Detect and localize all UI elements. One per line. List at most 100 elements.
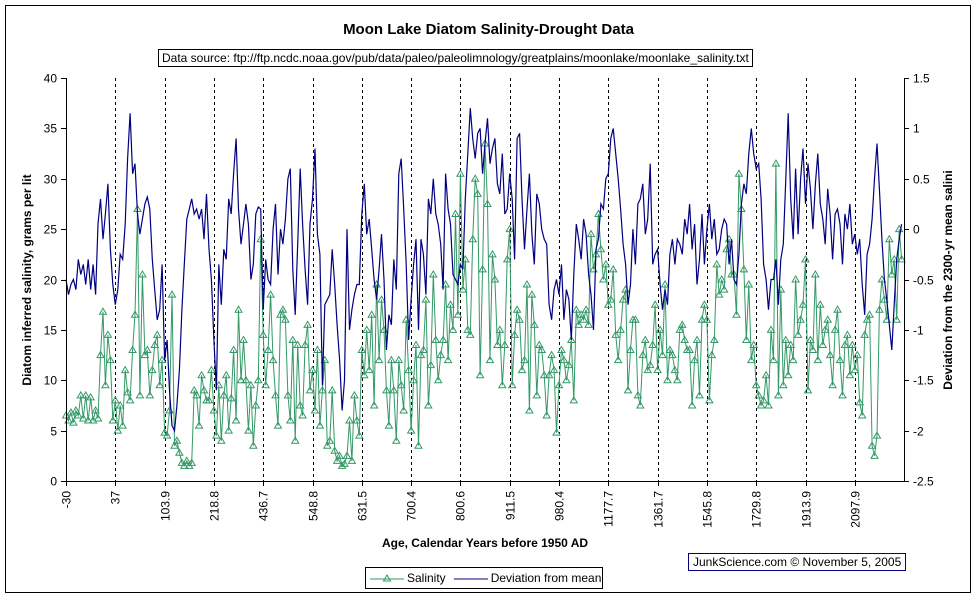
salinity-point	[340, 459, 349, 467]
salinity-point	[564, 360, 574, 369]
salinity-point	[505, 224, 515, 233]
salinity-point	[771, 159, 781, 167]
salinity-point	[539, 370, 549, 379]
salinity-point	[717, 275, 727, 283]
salinity-point	[263, 345, 273, 354]
legend-label-salinity: Salinity	[407, 571, 446, 585]
salinity-point	[818, 340, 828, 348]
salinity-point	[105, 355, 115, 364]
salinity-point	[889, 254, 899, 263]
salinity-point	[702, 315, 712, 323]
salinity-point	[101, 380, 110, 389]
x-tick-label: -30	[60, 491, 74, 509]
y-tick-label-right: 0.5	[913, 173, 930, 187]
salinity-point	[458, 285, 468, 293]
salinity-point	[325, 436, 335, 444]
deviation-line	[65, 108, 903, 433]
salinity-point	[83, 416, 93, 424]
salinity-point	[798, 300, 808, 308]
y-tick-label-left: 35	[44, 122, 58, 136]
salinity-point	[273, 421, 283, 429]
salinity-point	[875, 305, 884, 313]
salinity-point	[579, 315, 589, 323]
salinity-point	[211, 431, 221, 439]
salinity-point	[421, 295, 431, 303]
salinity-point	[650, 300, 660, 308]
y-tick-label-left: 20	[44, 274, 58, 288]
salinity-point	[692, 335, 702, 343]
salinity-point	[581, 305, 591, 313]
salinity-point	[315, 421, 325, 429]
salinity-point	[197, 370, 206, 379]
salinity-point	[774, 390, 783, 399]
x-axis-label: Age, Calendar Years before 1950 AD	[381, 536, 589, 550]
salinity-point	[179, 461, 189, 469]
y-tick-label-left: 15	[44, 324, 58, 338]
salinity-point	[91, 405, 100, 414]
salinity-point	[239, 335, 248, 343]
salinity-point	[880, 295, 889, 303]
salinity-point	[626, 345, 635, 354]
salinity-point	[142, 345, 152, 354]
salinity-point	[298, 411, 308, 419]
salinity-point	[517, 365, 527, 374]
salinity-point	[271, 390, 280, 399]
salinity-point	[732, 310, 741, 318]
salinity-point	[495, 325, 505, 333]
salinity-point	[825, 350, 835, 359]
salinity-point	[510, 330, 520, 338]
salinity-point	[288, 335, 298, 343]
salinity-point	[73, 411, 83, 419]
salinity-point	[746, 355, 756, 364]
salinity-point	[766, 325, 776, 333]
salinity-point	[281, 315, 290, 323]
salinity-point	[354, 431, 364, 439]
salinity-point	[261, 380, 271, 389]
salinity-point	[138, 269, 147, 278]
salinity-point	[76, 390, 86, 399]
salinity-point	[224, 426, 234, 434]
salinity-point	[672, 375, 682, 384]
salinity-point	[613, 355, 623, 364]
y-tick-label-right: -2	[913, 425, 924, 439]
salinity-point	[739, 264, 749, 273]
salinity-point	[330, 446, 340, 454]
salinity-point	[404, 365, 414, 374]
legend-item-deviation: Deviation from mean	[453, 571, 601, 585]
salinity-point	[426, 360, 436, 369]
salinity-point	[525, 405, 534, 414]
salinity-point	[749, 340, 759, 348]
salinity-point	[741, 335, 751, 343]
salinity-point	[616, 325, 625, 333]
salinity-point	[342, 451, 352, 459]
salinity-point	[838, 390, 847, 399]
salinity-point	[394, 355, 404, 364]
salinity-point	[391, 436, 401, 444]
salinity-point	[125, 395, 135, 404]
salinity-point	[128, 345, 137, 354]
salinity-point	[167, 290, 177, 298]
salinity-point	[544, 370, 554, 379]
salinity-point	[512, 305, 522, 313]
salinity-point	[734, 169, 744, 177]
salinity-point	[120, 365, 130, 374]
axes: 0 5 10 15 20 25 30 35 40 -2.5 -2 -1.5 -1 -0.5 0 0.5 1 1.5…	[44, 72, 934, 528]
salinity-point	[327, 385, 337, 394]
salinity-point	[557, 345, 566, 354]
salinity-point	[759, 395, 768, 404]
salinity-point	[490, 275, 500, 283]
x-tick-label: 2097.9	[849, 491, 863, 528]
salinity-point	[887, 269, 897, 278]
salinity-point	[256, 234, 266, 243]
salinity-point	[633, 390, 643, 399]
salinity-point	[162, 431, 172, 439]
gridlines	[115, 78, 856, 481]
salinity-point	[554, 380, 564, 389]
salinity-point	[189, 385, 199, 394]
salinity-point	[409, 375, 418, 384]
y-tick-label-left: 30	[44, 173, 58, 187]
salinity-point	[549, 365, 559, 374]
salinity-point	[810, 269, 820, 278]
salinity-point	[709, 335, 719, 343]
